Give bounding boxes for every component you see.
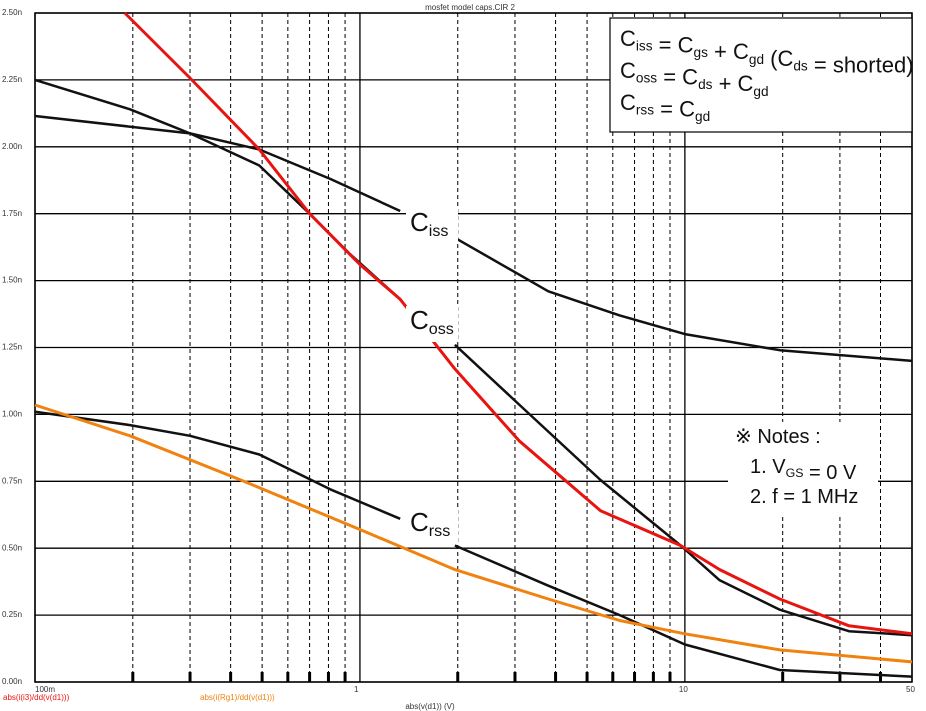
formula-line-sub: gs xyxy=(694,45,709,60)
y-tick-label: 1.50n xyxy=(2,276,22,285)
formula-line-text: + C xyxy=(712,71,753,96)
formula-line: Coss = Cds + Cgd xyxy=(620,58,769,99)
series-line xyxy=(34,410,913,678)
y-tick-label: 1.00n xyxy=(2,410,22,419)
note-line: 2. f = 1 MHz xyxy=(750,486,858,508)
chart-title: mosfet model caps.CIR 2 xyxy=(425,3,515,12)
y-tick-label: 0.75n xyxy=(2,476,22,485)
note-line-sub: GS xyxy=(786,466,804,480)
formula-line: Crss = Cgd xyxy=(620,90,710,124)
y-tick-label: 0.50n xyxy=(2,543,22,552)
formula-line-text: = C xyxy=(653,32,694,57)
formula-line-text: = C xyxy=(654,96,695,121)
formula-box xyxy=(609,17,913,133)
note-line-text: ※ Notes : xyxy=(735,426,821,448)
note-line: 1. VGS = 0 V xyxy=(750,456,857,484)
formula-line-text: (C xyxy=(764,46,793,71)
formula-line-text: = C xyxy=(657,64,698,89)
formula-line-sub: iss xyxy=(636,38,653,53)
formula-line-text: + C xyxy=(708,39,749,64)
curve-label-sub: oss xyxy=(429,320,454,338)
x-tick-label: 1 xyxy=(354,685,359,694)
formula-line-sub: rss xyxy=(636,102,654,117)
annotation-bg xyxy=(406,306,458,342)
formula-line-sub: oss xyxy=(636,70,657,85)
y-tick-label: 2.50n xyxy=(2,8,22,17)
formula-line-text: C xyxy=(620,58,636,83)
formula-line-sub: ds xyxy=(698,77,713,92)
series-line xyxy=(123,11,913,636)
curve-label-text: C xyxy=(410,207,429,237)
formula-line-sub: gd xyxy=(695,109,710,124)
note-line-text: = 0 V xyxy=(803,462,856,484)
note-line-text: 1. V xyxy=(750,456,786,478)
note-line: ※ Notes : xyxy=(735,426,821,448)
formula-line: Ciss = Cgs + Cgd (Cds = shorted) xyxy=(620,26,914,77)
curve-label-text: C xyxy=(410,305,429,335)
y-tick-label: 2.25n xyxy=(2,75,22,84)
curve-label: Ciss xyxy=(410,207,448,240)
y-tick-label: 1.25n xyxy=(2,343,22,352)
series-line xyxy=(34,403,913,664)
note-line-text: 2. f = 1 MHz xyxy=(750,486,858,508)
formula-line-text: = shorted) xyxy=(808,52,914,77)
legend-entry: abs(i(i3)/dd(v(d1))) xyxy=(3,693,70,702)
x-tick-label: 10 xyxy=(679,685,688,694)
annotation-bg xyxy=(406,208,458,244)
formula-line-sub: gd xyxy=(749,51,764,66)
formula-line-text: C xyxy=(620,90,636,115)
y-tick-label: 2.00n xyxy=(2,142,22,151)
notes-bg xyxy=(728,422,878,517)
y-tick-label: 1.75n xyxy=(2,209,22,218)
formula-line-text: C xyxy=(620,26,636,51)
x-axis-label: abs(v(d1)) (V) xyxy=(405,702,455,711)
curve-label: Crss xyxy=(410,507,450,540)
curve-label: Coss xyxy=(410,305,454,338)
formula-line-sub: ds xyxy=(793,58,808,73)
y-tick-label: 0.00n xyxy=(2,677,22,686)
curve-label-sub: iss xyxy=(429,222,449,240)
x-tick-label: 100m xyxy=(35,685,55,694)
formula-line-sub: gd xyxy=(753,83,768,98)
x-tick-label: 50 xyxy=(906,685,915,694)
plot-frame xyxy=(34,12,913,683)
legend-entry: abs(i(Rg1)/dd(v(d1))) xyxy=(200,693,275,702)
curve-label-text: C xyxy=(410,507,429,537)
curve-label-sub: rss xyxy=(429,522,450,540)
annotation-bg xyxy=(406,508,458,544)
y-tick-label: 0.25n xyxy=(2,610,22,619)
